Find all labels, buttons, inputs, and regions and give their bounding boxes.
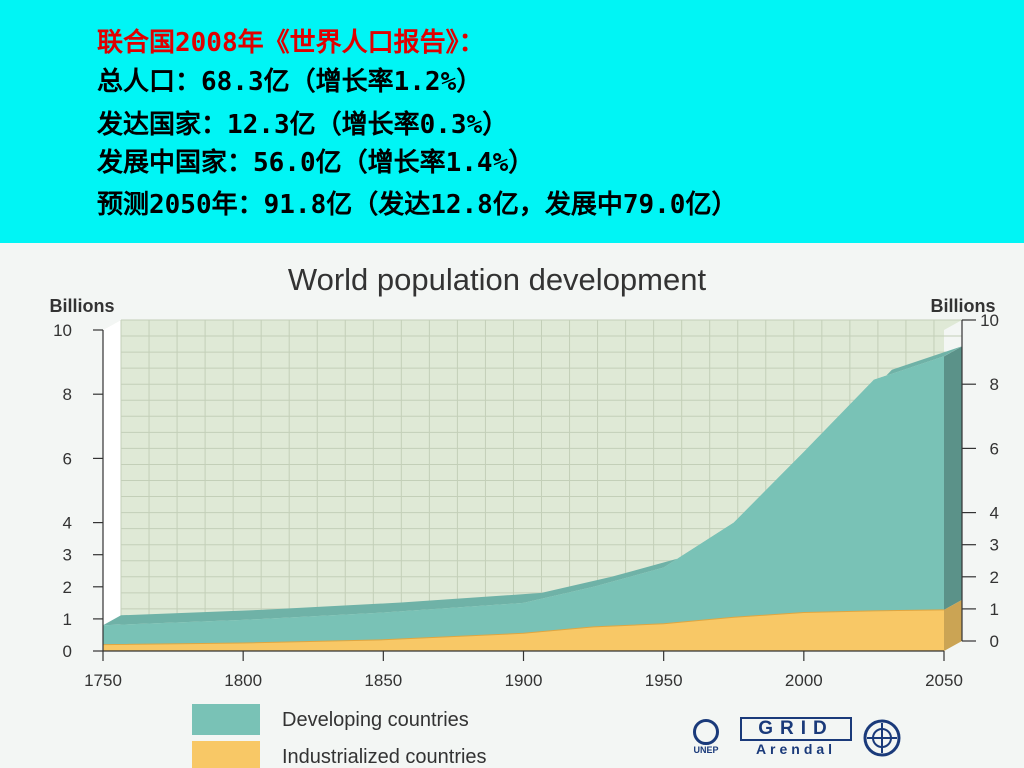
header-line-forecast: 预测2050年：91.8亿（发达12.8亿，发展中79.0亿） (97, 190, 738, 220)
chart-title: World population development (288, 262, 707, 297)
x-tick-label: 2050 (925, 671, 963, 690)
area-series-developing (103, 356, 944, 645)
legend-label: Developing countries (282, 709, 469, 731)
y-tick-label-right: 10 (980, 311, 999, 330)
arendal-logo-text: Arendal (755, 741, 837, 757)
area-series-industrialized (103, 609, 944, 651)
grid-logo-text: GRID (740, 717, 852, 741)
grid-arendal-logo: GRID Arendal (740, 717, 852, 757)
y-tick-label-right: 6 (990, 439, 999, 458)
y-tick-label-left: 3 (63, 546, 72, 565)
y-tick-label-right: 2 (990, 568, 999, 587)
chart-areas (102, 346, 962, 651)
chart-axes: 1750 1800 1850 1900 1950 2000 2050 0 1 2 3 4 6 8 10 0 1 2… (53, 311, 999, 690)
header-title: 联合国2008年《世界人口报告》： (97, 28, 485, 58)
header-line-developing: 发展中国家：56.0亿（增长率1.4%） (97, 148, 535, 178)
unep-logo: UNEP (686, 719, 726, 755)
header-line-total: 总人口：68.3亿（增长率1.2%） (97, 67, 483, 97)
chart-figure: 1750 1800 1850 1900 1950 2000 2050 0 1 2 3 4 6 8 10 0 1 2… (0, 243, 1024, 768)
legend-label: Industrialized countries (282, 746, 487, 768)
legend-swatch (192, 741, 260, 768)
y-tick-label-left: 1 (63, 610, 72, 629)
area-side-developing (944, 346, 962, 610)
header-panel: 联合国2008年《世界人口报告》： 总人口：68.3亿（增长率1.2%） 发达国… (0, 0, 1024, 243)
header-line-developed: 发达国家：12.3亿（增长率0.3%） (97, 110, 509, 140)
line-boundary-industrialized (102, 609, 945, 646)
x-tick-label: 1950 (645, 671, 683, 690)
y-tick-label-left: 8 (63, 385, 72, 404)
chart-left-wall (103, 320, 121, 651)
population-chart: 1750 1800 1850 1900 1950 2000 2050 0 1 2 3 4 6 8 10 0 1 2… (49, 262, 999, 768)
y-axis-label-right: Billions (930, 296, 995, 316)
x-tick-label: 1900 (505, 671, 543, 690)
y-axis-label-left: Billions (49, 296, 114, 316)
unep-emblem-icon (693, 719, 719, 745)
y-tick-label-left: 0 (63, 642, 72, 661)
y-tick-label-right: 3 (990, 536, 999, 555)
y-tick-label-left: 4 (63, 514, 72, 533)
y-tick-label-right: 1 (990, 600, 999, 619)
y-tick-label-left: 6 (63, 449, 72, 468)
y-tick-label-right: 0 (990, 632, 999, 651)
unep-logo-text: UNEP (693, 745, 719, 755)
legend-swatch (192, 704, 260, 735)
y-tick-label-right: 8 (990, 375, 999, 394)
y-tick-label-left: 2 (63, 578, 72, 597)
chart-grid (120, 319, 963, 642)
x-tick-label: 2000 (785, 671, 823, 690)
chart-legend: Developing countries Industrialized count… (192, 704, 487, 768)
x-tick-label: 1750 (84, 671, 122, 690)
x-tick-label: 1800 (224, 671, 262, 690)
y-tick-label-left: 10 (53, 321, 72, 340)
area-side-industrialized (944, 599, 962, 651)
un-emblem-icon (862, 718, 902, 758)
y-tick-label-right: 4 (990, 504, 999, 523)
x-tick-label: 1850 (364, 671, 402, 690)
